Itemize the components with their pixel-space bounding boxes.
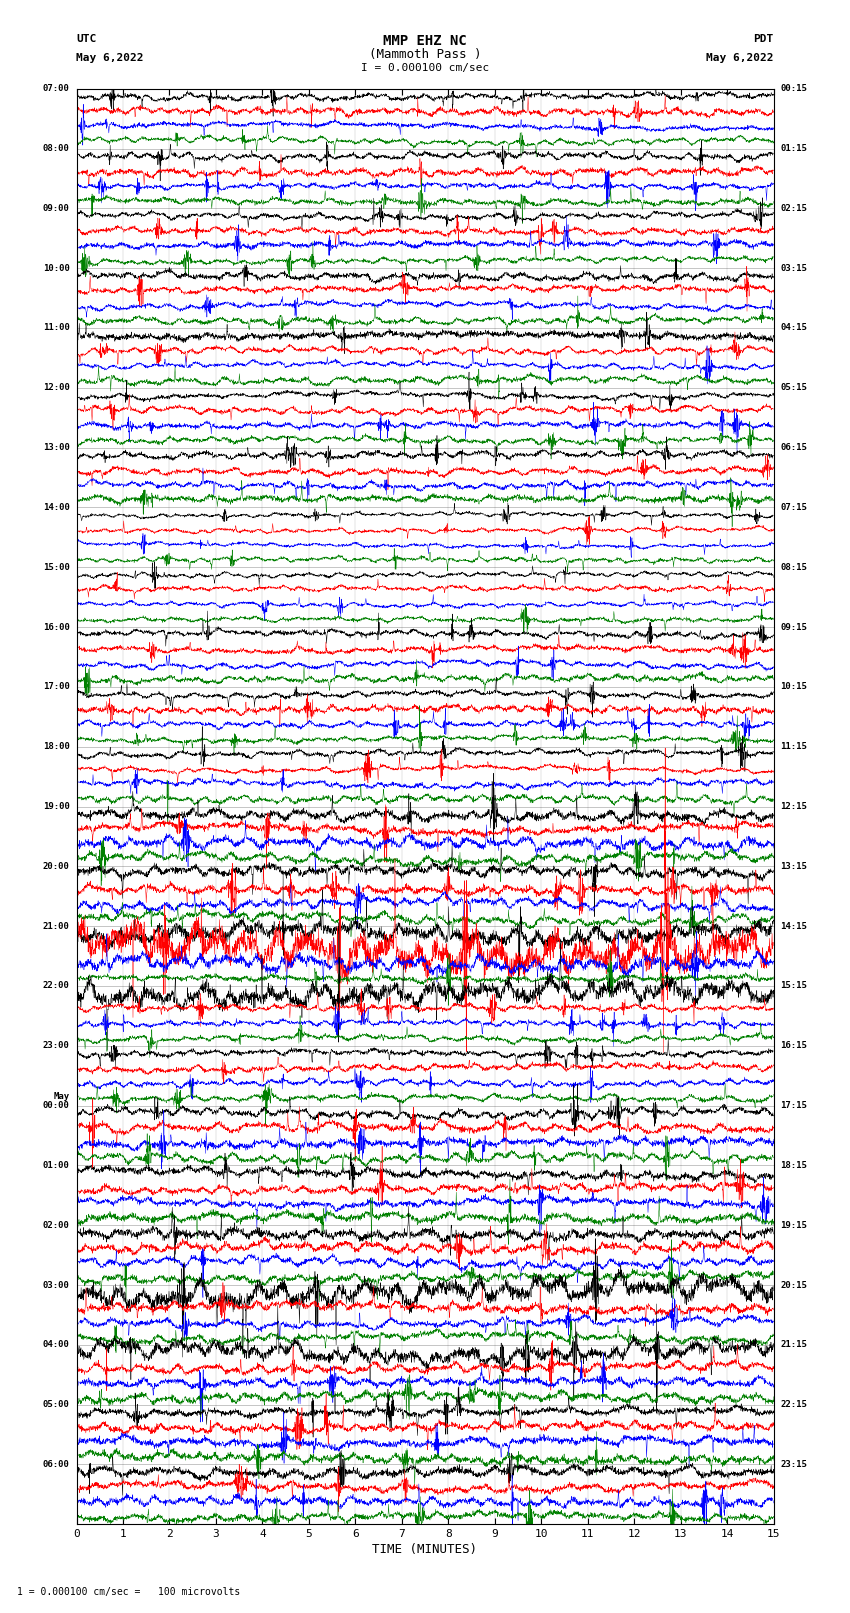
Text: UTC: UTC <box>76 34 97 44</box>
Text: 03:00: 03:00 <box>42 1281 70 1289</box>
Text: 19:15: 19:15 <box>780 1221 808 1229</box>
Text: 00:15: 00:15 <box>780 84 808 94</box>
Text: 10:15: 10:15 <box>780 682 808 692</box>
Text: 11:15: 11:15 <box>780 742 808 752</box>
Text: 07:00: 07:00 <box>42 84 70 94</box>
Text: 21:15: 21:15 <box>780 1340 808 1350</box>
Text: 02:00: 02:00 <box>42 1221 70 1229</box>
Text: 06:15: 06:15 <box>780 444 808 452</box>
Text: 17:15: 17:15 <box>780 1102 808 1110</box>
Text: May: May <box>54 1092 70 1100</box>
Text: 12:15: 12:15 <box>780 802 808 811</box>
Text: 18:00: 18:00 <box>42 742 70 752</box>
X-axis label: TIME (MINUTES): TIME (MINUTES) <box>372 1544 478 1557</box>
Text: 1 = 0.000100 cm/sec =   100 microvolts: 1 = 0.000100 cm/sec = 100 microvolts <box>17 1587 241 1597</box>
Text: 12:00: 12:00 <box>42 384 70 392</box>
Text: 00:00: 00:00 <box>42 1102 70 1110</box>
Text: 16:15: 16:15 <box>780 1042 808 1050</box>
Text: 20:15: 20:15 <box>780 1281 808 1289</box>
Text: 04:00: 04:00 <box>42 1340 70 1350</box>
Text: 05:00: 05:00 <box>42 1400 70 1410</box>
Text: 09:00: 09:00 <box>42 203 70 213</box>
Text: PDT: PDT <box>753 34 774 44</box>
Text: 02:15: 02:15 <box>780 203 808 213</box>
Text: May 6,2022: May 6,2022 <box>76 53 144 63</box>
Text: May 6,2022: May 6,2022 <box>706 53 774 63</box>
Text: 04:15: 04:15 <box>780 324 808 332</box>
Text: MMP EHZ NC: MMP EHZ NC <box>383 34 467 48</box>
Text: 20:00: 20:00 <box>42 861 70 871</box>
Text: 03:15: 03:15 <box>780 263 808 273</box>
Text: 23:15: 23:15 <box>780 1460 808 1469</box>
Text: 23:00: 23:00 <box>42 1042 70 1050</box>
Text: 16:00: 16:00 <box>42 623 70 632</box>
Text: 19:00: 19:00 <box>42 802 70 811</box>
Text: 11:00: 11:00 <box>42 324 70 332</box>
Text: 08:15: 08:15 <box>780 563 808 571</box>
Text: 01:15: 01:15 <box>780 144 808 153</box>
Text: 21:00: 21:00 <box>42 921 70 931</box>
Text: 22:15: 22:15 <box>780 1400 808 1410</box>
Text: 07:15: 07:15 <box>780 503 808 511</box>
Text: 05:15: 05:15 <box>780 384 808 392</box>
Text: 17:00: 17:00 <box>42 682 70 692</box>
Text: 14:15: 14:15 <box>780 921 808 931</box>
Text: 18:15: 18:15 <box>780 1161 808 1169</box>
Text: 13:15: 13:15 <box>780 861 808 871</box>
Text: (Mammoth Pass ): (Mammoth Pass ) <box>369 48 481 61</box>
Text: 08:00: 08:00 <box>42 144 70 153</box>
Text: 14:00: 14:00 <box>42 503 70 511</box>
Text: 10:00: 10:00 <box>42 263 70 273</box>
Text: 13:00: 13:00 <box>42 444 70 452</box>
Text: 22:00: 22:00 <box>42 981 70 990</box>
Text: I = 0.000100 cm/sec: I = 0.000100 cm/sec <box>361 63 489 73</box>
Text: 06:00: 06:00 <box>42 1460 70 1469</box>
Text: 09:15: 09:15 <box>780 623 808 632</box>
Text: 15:15: 15:15 <box>780 981 808 990</box>
Text: 01:00: 01:00 <box>42 1161 70 1169</box>
Text: 15:00: 15:00 <box>42 563 70 571</box>
